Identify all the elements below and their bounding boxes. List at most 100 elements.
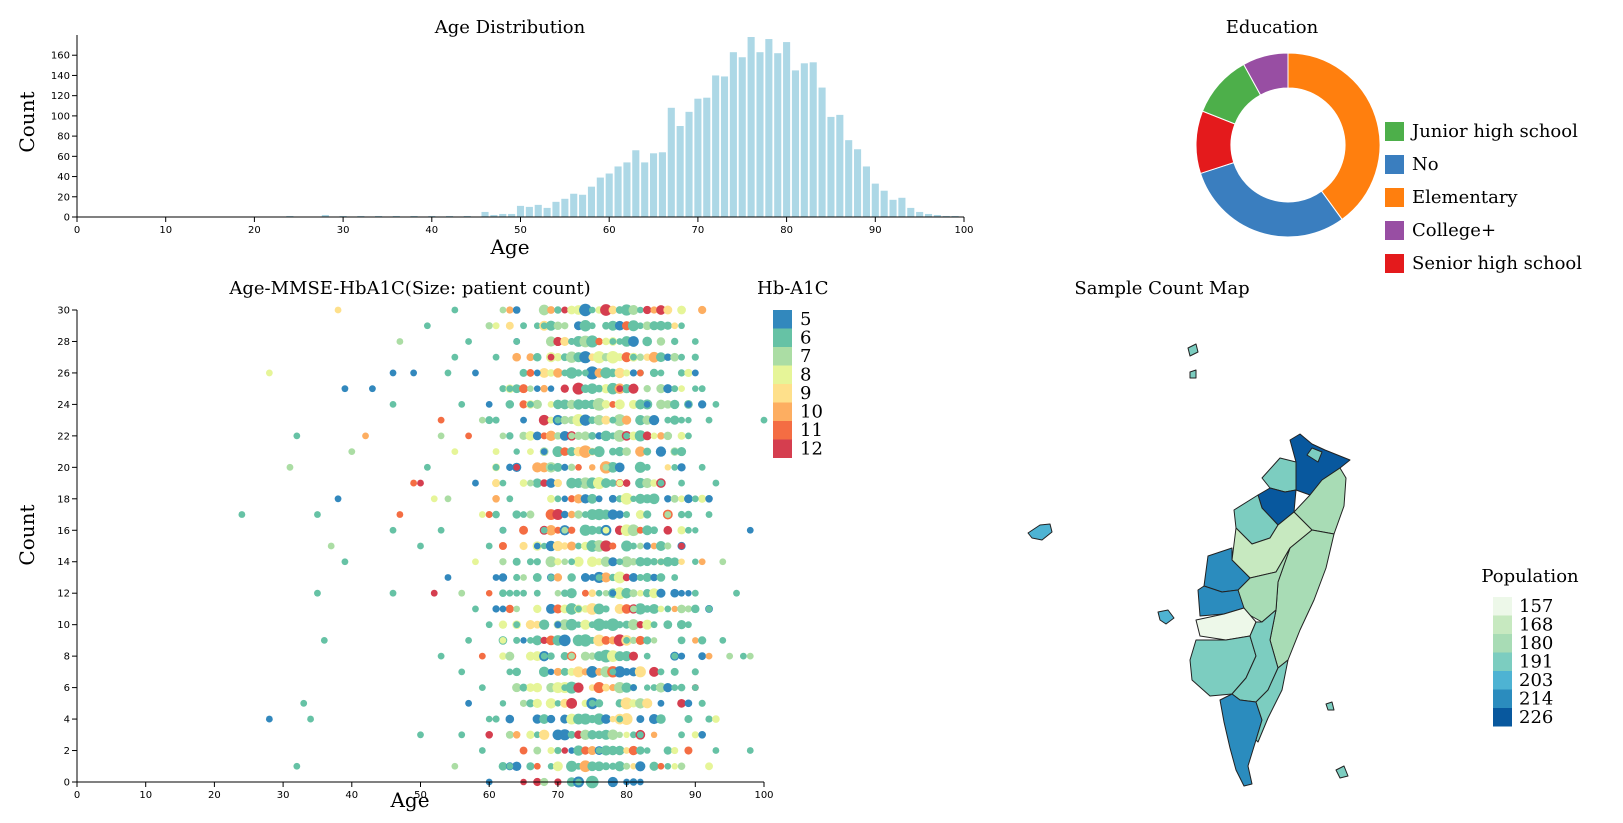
scatter-point <box>553 462 563 472</box>
scatter-point <box>547 401 555 408</box>
scatter-point <box>678 558 685 566</box>
scatter-point <box>540 542 548 550</box>
scatter-point <box>492 495 500 503</box>
scatter-point <box>540 652 548 660</box>
scatter-point <box>579 713 591 725</box>
scatter-point <box>533 589 541 597</box>
scatter-point <box>635 493 646 504</box>
scatter-point <box>526 683 535 692</box>
scatter-point <box>602 321 610 330</box>
scatter-point <box>671 385 679 393</box>
hba1c-legend-swatch <box>773 365 792 384</box>
scatter-point <box>650 558 658 566</box>
scatter-point <box>726 652 734 660</box>
scatter-point <box>657 369 665 377</box>
scatter-point <box>472 605 479 613</box>
scatter-y-tick-label: 18 <box>57 494 70 505</box>
scatter-point <box>616 338 624 345</box>
scatter-point <box>362 432 369 440</box>
scatter-point <box>396 338 404 345</box>
scatter-point <box>678 479 685 487</box>
scatter-point <box>698 305 707 315</box>
scatter-point <box>648 414 660 426</box>
scatter-point <box>630 353 637 361</box>
scatter-point <box>602 605 610 613</box>
scatter-point <box>698 558 706 566</box>
population-legend-swatch <box>1493 634 1512 653</box>
scatter-point <box>739 652 747 660</box>
scatter-point <box>566 588 577 599</box>
scatter-point <box>588 699 596 707</box>
scatter-point <box>513 621 521 629</box>
hist-bar <box>552 201 560 217</box>
scatter-point <box>560 447 570 456</box>
scatter-point <box>685 416 692 424</box>
scatter-point <box>485 401 493 408</box>
scatter-point <box>678 731 685 739</box>
scatter-point <box>643 747 651 754</box>
scatter-point <box>623 369 631 377</box>
scatter-point <box>642 588 652 598</box>
hist-bar <box>339 215 347 217</box>
scatter-point <box>561 684 569 691</box>
scatter-point <box>656 352 666 363</box>
scatter-point <box>545 430 557 442</box>
hba1c-legend-label: 11 <box>800 420 823 441</box>
hist-bar <box>800 63 808 217</box>
scatter-point <box>526 558 534 566</box>
scatter-point <box>532 635 543 646</box>
scatter-point <box>574 369 583 377</box>
scatter-point <box>506 668 514 676</box>
scatter-point <box>636 589 644 597</box>
scatter-point <box>561 589 569 597</box>
scatter-point <box>540 526 548 534</box>
scatter-point <box>691 589 699 597</box>
scatter-point <box>609 479 617 487</box>
scatter-point <box>341 385 349 393</box>
hist-bar <box>836 114 844 217</box>
scatter-point <box>642 431 652 441</box>
scatter-point <box>650 731 658 739</box>
scatter-point <box>572 666 585 678</box>
scatter-point <box>670 588 680 598</box>
scatter-point <box>629 636 638 644</box>
scatter-point <box>623 637 630 644</box>
scatter-point <box>615 446 625 457</box>
scatter-point <box>609 542 617 550</box>
scatter-point <box>669 399 680 410</box>
scatter-point <box>560 667 569 676</box>
scatter-point <box>512 731 521 739</box>
scatter-point <box>498 761 508 771</box>
scatter-point <box>478 416 486 424</box>
scatter-point <box>629 557 638 566</box>
region-yunlin <box>1197 585 1245 617</box>
scatter-point <box>614 367 625 379</box>
scatter-point <box>602 463 610 471</box>
hist-bar <box>720 76 729 217</box>
scatter-point <box>506 762 514 770</box>
scatter-point <box>417 731 424 739</box>
education-slice <box>1287 52 1381 221</box>
hist-bar <box>703 97 711 217</box>
hist-bar <box>525 206 533 217</box>
hist-bar <box>410 215 418 217</box>
scatter-point <box>634 430 646 442</box>
hist-bar <box>907 207 915 217</box>
scatter-point <box>595 337 603 346</box>
scatter-point <box>746 652 754 660</box>
scatter-point <box>389 589 397 597</box>
scatter-point <box>499 526 507 534</box>
scatter-point <box>545 698 557 709</box>
scatter-point <box>712 715 720 723</box>
hba1c-legend-title: Hb-A1C <box>757 278 829 299</box>
scatter-point <box>561 526 569 534</box>
scatter-point <box>567 305 577 315</box>
hist-bar <box>942 215 950 217</box>
population-legend-swatch <box>1493 708 1512 727</box>
scatter-point <box>567 510 576 519</box>
scatter-point <box>655 540 666 552</box>
scatter-point <box>506 589 514 597</box>
scatter-point <box>553 336 563 347</box>
scatter-point <box>573 682 584 693</box>
scatter-point <box>417 542 424 550</box>
